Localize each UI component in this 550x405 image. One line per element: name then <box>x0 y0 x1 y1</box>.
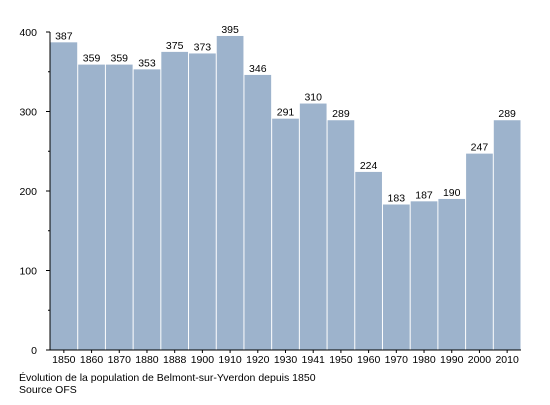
bar-1900 <box>189 53 216 351</box>
x-tick-label-2000: 2000 <box>468 354 492 366</box>
value-label-1888: 375 <box>166 40 184 52</box>
x-tick-label-1900: 1900 <box>191 354 215 366</box>
chart-caption-source: Source OFS <box>19 384 77 396</box>
value-label-2000: 247 <box>471 142 489 154</box>
x-tick-label-1941: 1941 <box>302 354 326 366</box>
value-label-1850: 387 <box>55 30 73 42</box>
value-label-1990: 190 <box>443 187 461 199</box>
bar-1910 <box>216 35 244 350</box>
y-tick-label-400: 400 <box>19 27 37 39</box>
bar-1941 <box>299 103 327 350</box>
value-label-1941: 310 <box>304 92 322 104</box>
bar-1850 <box>50 42 78 350</box>
y-tick-label-0: 0 <box>31 345 37 357</box>
value-label-1950: 289 <box>332 108 350 120</box>
value-label-1980: 187 <box>415 189 433 201</box>
x-tick-label-2010: 2010 <box>495 354 519 366</box>
x-tick-label-1990: 1990 <box>440 354 464 366</box>
x-tick-label-1910: 1910 <box>218 354 242 366</box>
x-axis: 1850 1860 1870 1880 1888 1900 1910 1920 1930 1941… <box>50 349 521 366</box>
bar-1870 <box>105 64 133 350</box>
value-label-1900: 373 <box>194 41 212 53</box>
bar-1880 <box>133 69 161 351</box>
value-label-1920: 346 <box>249 63 267 75</box>
bar-1920 <box>244 74 272 351</box>
bar-1888 <box>161 51 189 351</box>
x-tick-label-1860: 1860 <box>80 354 104 366</box>
y-tick-label-200: 200 <box>19 186 37 198</box>
value-label-1880: 353 <box>138 57 156 69</box>
value-label-1930: 291 <box>277 107 295 119</box>
x-tick-label-1960: 1960 <box>357 354 381 366</box>
y-tick-label-100: 100 <box>19 266 37 278</box>
bar-1860 <box>78 64 105 350</box>
x-tick-label-1880: 1880 <box>135 354 159 366</box>
value-label-1860: 359 <box>83 53 101 65</box>
bar-1950 <box>327 120 355 351</box>
bar-1930 <box>272 118 299 350</box>
bars-group <box>50 35 521 351</box>
value-labels-group: 387 359 359 353 375 373 395 346 291 310 289 224 183 1… <box>55 24 516 205</box>
x-tick-label-1888: 1888 <box>163 354 187 366</box>
y-tick-label-300: 300 <box>19 107 37 119</box>
x-tick-label-1920: 1920 <box>246 354 270 366</box>
bar-1960 <box>355 171 382 350</box>
bar-1970 <box>382 204 410 350</box>
bar-1990 <box>438 198 466 350</box>
value-label-1910: 395 <box>221 24 239 36</box>
bar-2010 <box>493 120 521 351</box>
y-axis: 0 100 200 300 400 <box>19 27 51 357</box>
value-label-1970: 183 <box>388 193 406 205</box>
x-tick-label-1970: 1970 <box>385 354 409 366</box>
bar-1980 <box>410 201 438 350</box>
value-label-1870: 359 <box>110 53 128 65</box>
x-tick-label-1980: 1980 <box>412 354 436 366</box>
x-tick-label-1930: 1930 <box>274 354 298 366</box>
value-label-1960: 224 <box>360 160 378 172</box>
x-tick-label-1950: 1950 <box>329 354 353 366</box>
x-tick-label-1870: 1870 <box>108 354 132 366</box>
x-tick-label-1850: 1850 <box>52 354 76 366</box>
chart-caption-title: Évolution de la population de Belmont-su… <box>19 372 316 384</box>
bar-2000 <box>466 153 493 350</box>
value-label-2010: 289 <box>498 108 516 120</box>
